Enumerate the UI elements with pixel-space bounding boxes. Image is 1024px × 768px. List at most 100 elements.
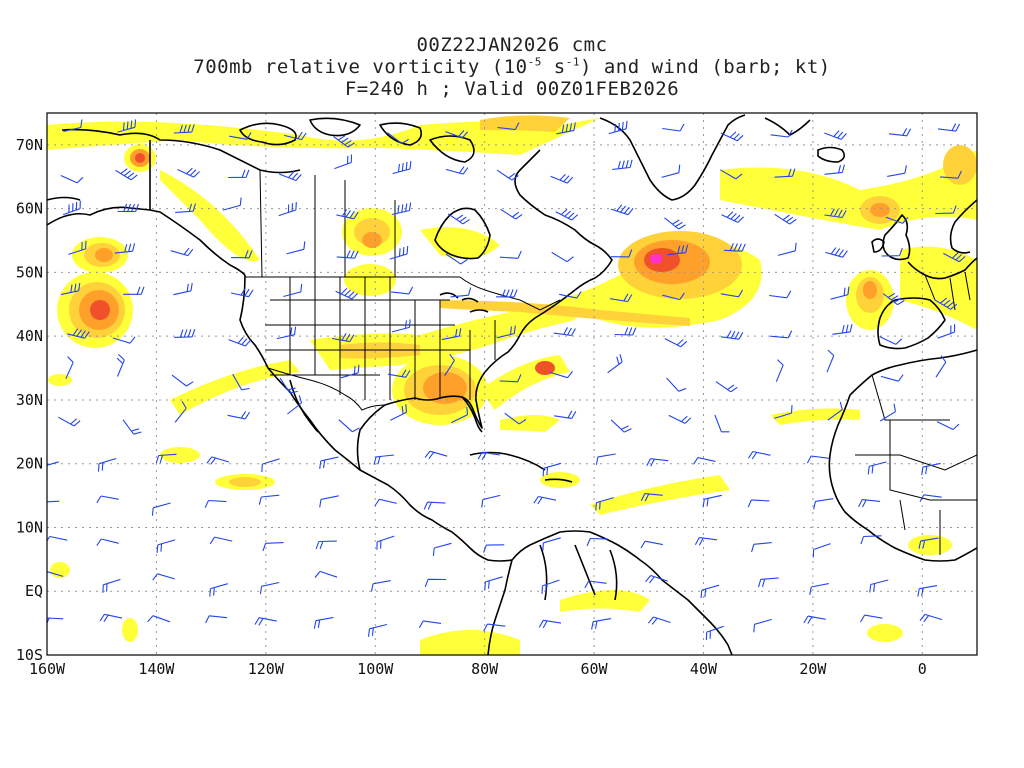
wind-barb: [423, 501, 446, 510]
wind-barb: [830, 286, 850, 300]
wind-barb: [720, 289, 744, 298]
wind-barb: [152, 573, 175, 581]
wind-barb: [647, 616, 671, 625]
lat-label: 30N: [16, 391, 43, 409]
wind-barb: [258, 494, 280, 505]
wind-barb: [881, 248, 903, 257]
lat-label: EQ: [25, 582, 43, 600]
wind-barb: [174, 401, 187, 423]
wind-barb: [60, 282, 81, 296]
wind-barb: [595, 453, 616, 465]
wind-barb: [123, 286, 145, 295]
wind-barb: [287, 395, 303, 415]
wind-barb: [610, 249, 633, 258]
wind-barb: [921, 462, 941, 476]
wind-barb: [333, 135, 355, 148]
wind-barb: [826, 349, 835, 373]
wind-barb: [444, 353, 455, 376]
wind-barb: [584, 580, 607, 589]
wind-barb: [47, 617, 64, 625]
wind-barb: [934, 297, 958, 310]
wind-barb: [376, 535, 395, 550]
wind-barb: [559, 291, 582, 299]
wind-barb: [283, 131, 307, 141]
longitude-labels: 160W 140W 120W 100W 80W 60W 40W 20W 0: [29, 660, 927, 678]
wind-barb: [705, 625, 724, 641]
wind-barb: [533, 495, 557, 505]
wind-barb: [228, 169, 250, 179]
wind-barb: [58, 416, 81, 427]
wind-barb: [450, 287, 472, 298]
wind-barb: [748, 450, 771, 460]
wind-barb: [550, 371, 573, 379]
lat-label: 50N: [16, 263, 43, 281]
wind-barb: [319, 495, 339, 508]
lon-label: 140W: [138, 660, 175, 678]
wind-barb: [447, 213, 470, 225]
wind-barb: [313, 616, 334, 629]
wind-barb: [542, 462, 562, 477]
lat-label: 40N: [16, 327, 43, 345]
wind-barb: [262, 542, 284, 551]
wind-barb: [935, 355, 947, 378]
wind-barb: [228, 336, 252, 347]
wind-barb: [151, 502, 171, 516]
wind-barb: [174, 329, 196, 338]
wind-barb: [392, 160, 412, 175]
wind-barb: [481, 494, 501, 508]
wind-barb: [173, 124, 195, 134]
wind-barb: [47, 500, 60, 503]
wind-barb: [496, 169, 519, 181]
title-line-1: 00Z22JAN2026 cmc: [416, 34, 608, 56]
wind-barb: [610, 204, 634, 216]
wind-barb: [391, 319, 411, 333]
wind-barb: [661, 164, 681, 178]
wind-barb: [484, 576, 503, 590]
wind-barb: [777, 242, 797, 256]
wind-barb: [117, 203, 140, 213]
lon-label: 160W: [29, 660, 66, 678]
wind-barb: [694, 537, 718, 546]
wind-barb: [47, 571, 64, 577]
wind-barb: [205, 615, 228, 624]
wind-barb: [693, 457, 716, 465]
wind-barb: [156, 539, 176, 553]
lon-label: 60W: [581, 660, 609, 678]
wind-barb: [721, 211, 744, 223]
wind-barb: [206, 456, 230, 465]
wind-barb: [155, 453, 177, 464]
wind-barb: [614, 327, 637, 336]
wind-barb: [175, 203, 197, 213]
wind-barb: [259, 581, 280, 595]
wind-barb: [99, 613, 123, 623]
lat-label: 10S: [16, 646, 43, 664]
coastlines: [47, 114, 977, 655]
wind-barb: [935, 205, 957, 215]
wind-barb: [885, 216, 909, 224]
wind-barb: [63, 200, 81, 216]
wind-barb: [720, 131, 744, 142]
wind-barb: [724, 243, 746, 252]
wind-barb: [170, 247, 194, 257]
latitude-labels: 70N 60N 50N 40N 30N 20N 10N EQ 10S: [16, 136, 43, 664]
wind-barb: [441, 328, 462, 341]
lat-label: 60N: [16, 200, 43, 218]
wind-barb: [424, 578, 447, 587]
wind-barb: [936, 421, 960, 430]
wind-barb: [640, 493, 663, 502]
wind-barb: [770, 129, 793, 138]
wind-barb: [278, 201, 297, 217]
wind-barb: [937, 324, 956, 339]
wind-barb: [68, 240, 87, 255]
wind-barb: [774, 405, 793, 419]
wind-barb: [424, 450, 448, 460]
wind-barb: [276, 326, 297, 340]
wind-barb: [232, 373, 250, 391]
wind-barb: [96, 538, 119, 546]
wind-barb: [610, 293, 633, 303]
wind-barb: [879, 336, 903, 345]
wind-barb: [541, 579, 560, 594]
wind-barb: [554, 410, 577, 419]
wind-barb: [832, 323, 853, 335]
wind-barb: [173, 282, 193, 296]
